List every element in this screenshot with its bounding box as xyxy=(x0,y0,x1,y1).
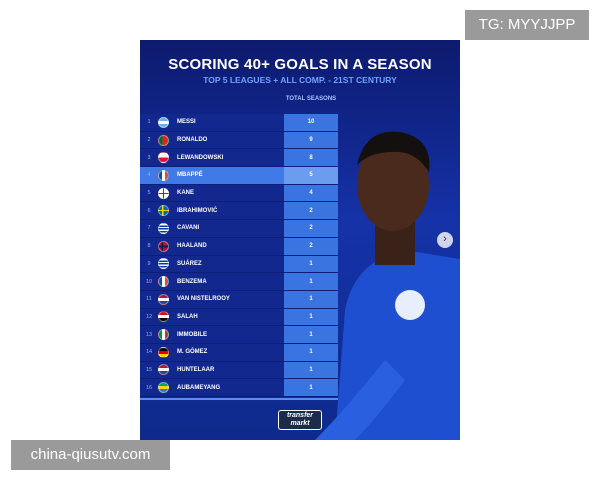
rank: 8 xyxy=(147,243,151,250)
uruguay-flag-icon xyxy=(158,222,169,234)
player-name: MESSI xyxy=(177,119,196,126)
italy-flag-icon xyxy=(158,329,169,341)
table-divider xyxy=(140,398,338,400)
rank: 2 xyxy=(147,137,151,144)
watermark-top: TG: MYYJJPP xyxy=(465,10,589,40)
total-seasons: 1 xyxy=(284,326,338,343)
table-row: 2 RONALDO 9 xyxy=(140,131,338,150)
rank: 4 xyxy=(147,172,151,179)
rank: 13 xyxy=(145,331,153,338)
transfermarkt-logo: transfer markt xyxy=(278,410,322,430)
table-row: 16 AUBAMEYANG 1 xyxy=(140,379,338,397)
column-header: TOTAL SEASONS xyxy=(285,96,337,102)
total-seasons: 2 xyxy=(284,237,338,255)
player-name: MBAPPÉ xyxy=(177,172,203,179)
player-name: LEWANDOWSKI xyxy=(177,154,224,161)
argentina-flag-icon xyxy=(158,116,169,128)
infographic-image: SCORING 40+ GOALS IN A SEASON TOP 5 LEAG… xyxy=(140,40,460,440)
total-seasons: 8 xyxy=(284,149,338,167)
total-seasons: 1 xyxy=(284,273,338,290)
rank: 3 xyxy=(147,154,151,161)
poland-flag-icon xyxy=(158,152,169,164)
chart-title: SCORING 40+ GOALS IN A SEASON xyxy=(168,56,432,73)
england-flag-icon xyxy=(158,187,169,199)
table-row: 12 SALAH 1 xyxy=(140,308,338,327)
player-name: SUÁREZ xyxy=(177,260,202,267)
portugal-flag-icon xyxy=(158,134,169,146)
total-seasons: 10 xyxy=(284,114,338,131)
rank: 6 xyxy=(147,207,151,214)
table-row: 10 BENZEMA 1 xyxy=(140,273,338,291)
total-seasons: 4 xyxy=(284,184,338,202)
total-seasons: 9 xyxy=(284,131,338,149)
egypt-flag-icon xyxy=(158,311,169,323)
total-seasons: 1 xyxy=(284,308,338,326)
netherlands-flag-icon xyxy=(158,364,169,376)
total-seasons: 2 xyxy=(284,220,338,237)
total-seasons: 1 xyxy=(284,343,338,361)
rank: 15 xyxy=(145,366,153,373)
watermark-bottom: china-qiusutv.com xyxy=(11,440,170,470)
rank: 9 xyxy=(147,260,151,267)
player-name: VAN NISTELROOY xyxy=(177,296,230,303)
table-row: 3 LEWANDOWSKI 8 xyxy=(140,149,338,168)
player-name: CAVANI xyxy=(177,225,200,232)
player-name: RONALDO xyxy=(177,137,208,144)
chart-subtitle: TOP 5 LEAGUES + ALL COMP. - 21ST CENTURY xyxy=(203,75,397,85)
france-flag-icon xyxy=(158,169,169,181)
player-name: BENZEMA xyxy=(177,278,207,285)
table-row: 1 MESSI 10 xyxy=(140,114,338,132)
table-row: 9 SUÁREZ 1 xyxy=(140,255,338,274)
player-name: HUNTELAAR xyxy=(177,366,215,373)
netherlands-flag-icon xyxy=(158,293,169,305)
total-seasons: 1 xyxy=(284,290,338,308)
player-name: IBRAHIMOVIĆ xyxy=(177,207,218,214)
rank: 10 xyxy=(145,278,153,285)
total-seasons: 2 xyxy=(284,202,338,220)
player-name: KANE xyxy=(177,190,195,197)
table-row: 15 HUNTELAAR 1 xyxy=(140,361,338,380)
player-name: IMMOBILE xyxy=(177,331,207,338)
table-row: 5 KANE 4 xyxy=(140,184,338,203)
player-name: AUBAMEYANG xyxy=(177,384,221,391)
player-name: M. GÓMEZ xyxy=(177,349,208,356)
table-row: 8 HAALAND 2 xyxy=(140,237,338,256)
france-flag-icon xyxy=(158,276,169,288)
table-row: 14 M. GÓMEZ 1 xyxy=(140,343,338,362)
rank: 14 xyxy=(145,349,153,356)
rank: 16 xyxy=(145,384,153,391)
total-seasons: 1 xyxy=(284,255,338,273)
chevron-right-icon[interactable]: › xyxy=(437,232,453,248)
rank: 7 xyxy=(147,225,151,232)
player-name: HAALAND xyxy=(177,243,207,250)
uruguay-flag-icon xyxy=(158,258,169,270)
norway-flag-icon xyxy=(158,240,169,252)
player-name: SALAH xyxy=(177,313,198,320)
player-photo xyxy=(315,131,460,440)
rank: 12 xyxy=(145,313,153,320)
total-seasons: 1 xyxy=(284,379,338,396)
table-row: 6 IBRAHIMOVIĆ 2 xyxy=(140,202,338,221)
table-row: 11 VAN NISTELROOY 1 xyxy=(140,290,338,309)
gabon-flag-icon xyxy=(158,382,169,394)
table-row: 7 CAVANI 2 xyxy=(140,220,338,238)
total-seasons: 5 xyxy=(284,167,338,184)
rank: 11 xyxy=(146,296,152,303)
rank: 5 xyxy=(147,190,151,197)
table-row: 4 MBAPPÉ 5 xyxy=(140,167,338,185)
sweden-flag-icon xyxy=(158,205,169,217)
table-row: 13 IMMOBILE 1 xyxy=(140,326,338,344)
rank: 1 xyxy=(147,119,151,126)
total-seasons: 1 xyxy=(284,361,338,379)
germany-flag-icon xyxy=(158,346,169,358)
